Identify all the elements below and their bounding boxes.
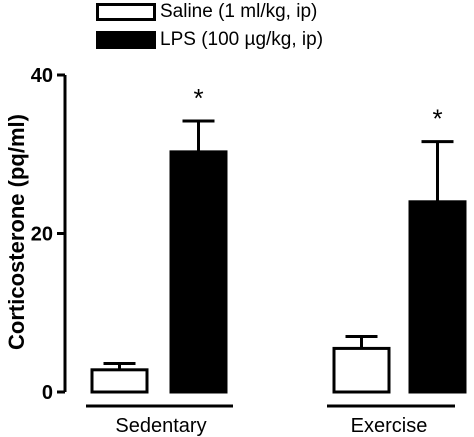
legend-label-saline: Saline (1 ml/kg, ip) [160, 1, 318, 22]
bar-exercise-lps [408, 200, 467, 394]
bar-exercise-saline [332, 346, 391, 394]
x-category-label-exercise: Exercise [351, 415, 428, 437]
y-tick-label-20: 20 [31, 224, 53, 246]
legend-item-lps: LPS (100 µg/kg, ip) [96, 29, 323, 51]
legend-swatch-saline [96, 3, 156, 21]
legend-swatch-lps [96, 31, 156, 49]
y-tick-label-0: 0 [42, 382, 53, 404]
significance-marker-sedentary: * [193, 83, 203, 113]
y-tick-label-40: 40 [31, 65, 53, 87]
x-category-label-sedentary: Sedentary [115, 415, 206, 437]
legend-label-lps: LPS (100 µg/kg, ip) [160, 29, 324, 50]
legend-item-saline: Saline (1 ml/kg, ip) [96, 1, 317, 23]
bar-sedentary-saline [90, 368, 149, 394]
bar-sedentary-lps [169, 150, 228, 394]
significance-marker-exercise: * [432, 104, 442, 134]
